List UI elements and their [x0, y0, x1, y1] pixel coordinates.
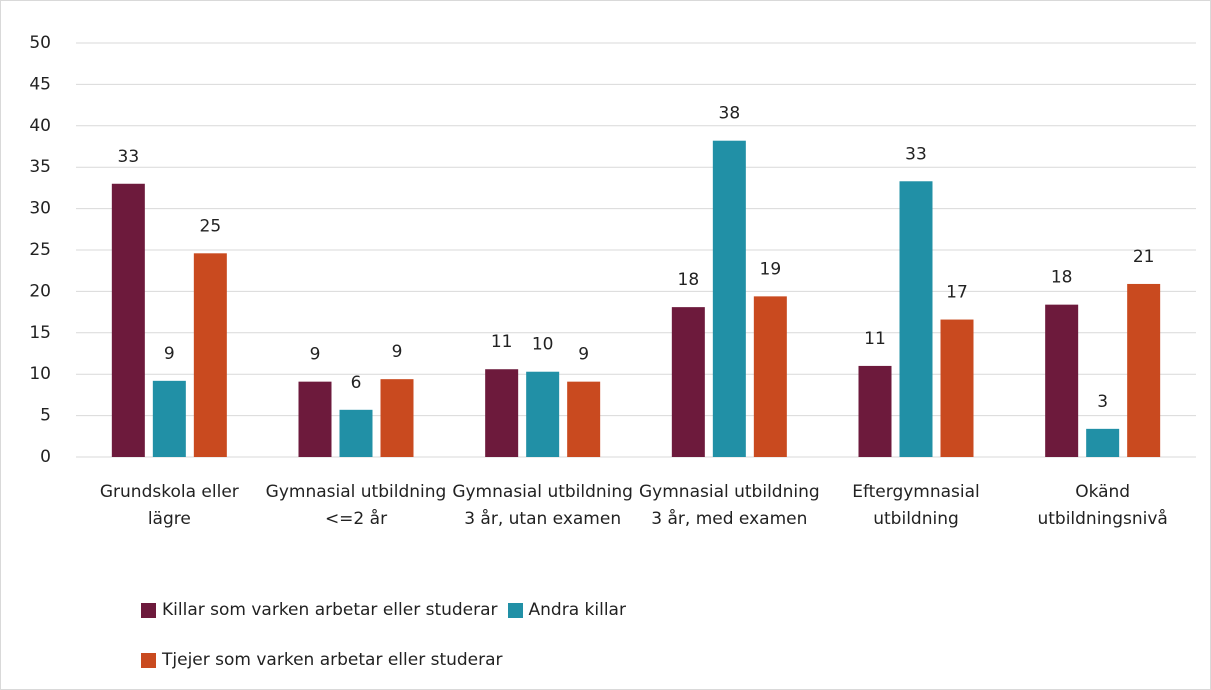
legend-swatch: [507, 602, 523, 618]
data-label: 17: [946, 283, 968, 303]
data-label: 21: [1133, 247, 1155, 267]
bar: [753, 296, 787, 457]
legend-swatch: [141, 602, 156, 618]
bar: [380, 379, 414, 457]
bar: [485, 369, 519, 457]
y-tick-label: 5: [40, 406, 51, 426]
data-label: 6: [351, 373, 362, 393]
data-label: 9: [310, 345, 321, 365]
bar: [298, 381, 332, 457]
legend-label: Tjejer som varken arbetar eller studerar: [162, 650, 503, 670]
bar: [152, 380, 186, 457]
bar: [899, 181, 933, 457]
y-tick-label: 45: [29, 74, 51, 94]
bar: [111, 183, 145, 457]
bar: [712, 140, 746, 458]
y-tick-label: 35: [29, 157, 51, 177]
legend-item: Tjejer som varken arbetar eller studerar: [141, 646, 503, 674]
bar: [193, 253, 227, 457]
x-tick-label: Gymnasial utbildning 3 år, med examen: [639, 482, 820, 529]
bar: [940, 319, 974, 457]
legend-item: Andra killar: [507, 596, 626, 624]
bar: [1045, 304, 1079, 457]
data-label: 9: [578, 345, 589, 365]
y-tick-label: 30: [29, 199, 51, 219]
x-tick-label: Eftergymnasial utbildning: [852, 482, 980, 529]
x-tick-label: Okänd utbildningsnivå: [1037, 482, 1168, 529]
bar: [671, 307, 705, 457]
data-label: 9: [392, 342, 403, 362]
data-label: 11: [864, 329, 886, 349]
y-tick-label: 40: [29, 116, 51, 136]
legend-label: Killar som varken arbetar eller studerar: [162, 600, 498, 620]
data-label: 33: [118, 147, 140, 167]
data-label: 33: [905, 144, 927, 164]
data-label: 25: [200, 216, 222, 236]
data-label: 11: [491, 332, 513, 352]
data-label: 18: [678, 270, 700, 290]
data-label: 9: [164, 344, 175, 364]
bar: [526, 371, 560, 457]
bar: [339, 409, 373, 457]
y-tick-label: 10: [29, 364, 51, 384]
data-label: 38: [719, 104, 741, 124]
bar: [567, 381, 601, 457]
y-tick-label: 0: [40, 447, 51, 467]
bar: [1086, 428, 1120, 457]
bar: [858, 365, 892, 457]
legend-swatch: [141, 652, 156, 668]
y-tick-label: 20: [29, 281, 51, 301]
data-label: 3: [1097, 392, 1108, 412]
data-label: 18: [1051, 268, 1073, 288]
y-tick-label: 15: [29, 323, 51, 343]
y-tick-label: 25: [29, 240, 51, 260]
x-tick-label: Gymnasial utbildning <=2 år: [265, 482, 447, 529]
data-label: 10: [532, 335, 554, 355]
legend-item: Killar som varken arbetar eller studerar: [141, 596, 498, 624]
bar: [1127, 283, 1161, 457]
data-label: 19: [760, 259, 782, 279]
legend-label: Andra killar: [528, 600, 626, 620]
x-tick-label: Gymnasial utbildning 3 år, utan examen: [452, 482, 633, 529]
legend: Killar som varken arbetar eller studerar…: [141, 596, 781, 674]
y-tick-label: 50: [29, 33, 51, 53]
x-tick-label: Grundskola eller lägre: [99, 482, 239, 529]
